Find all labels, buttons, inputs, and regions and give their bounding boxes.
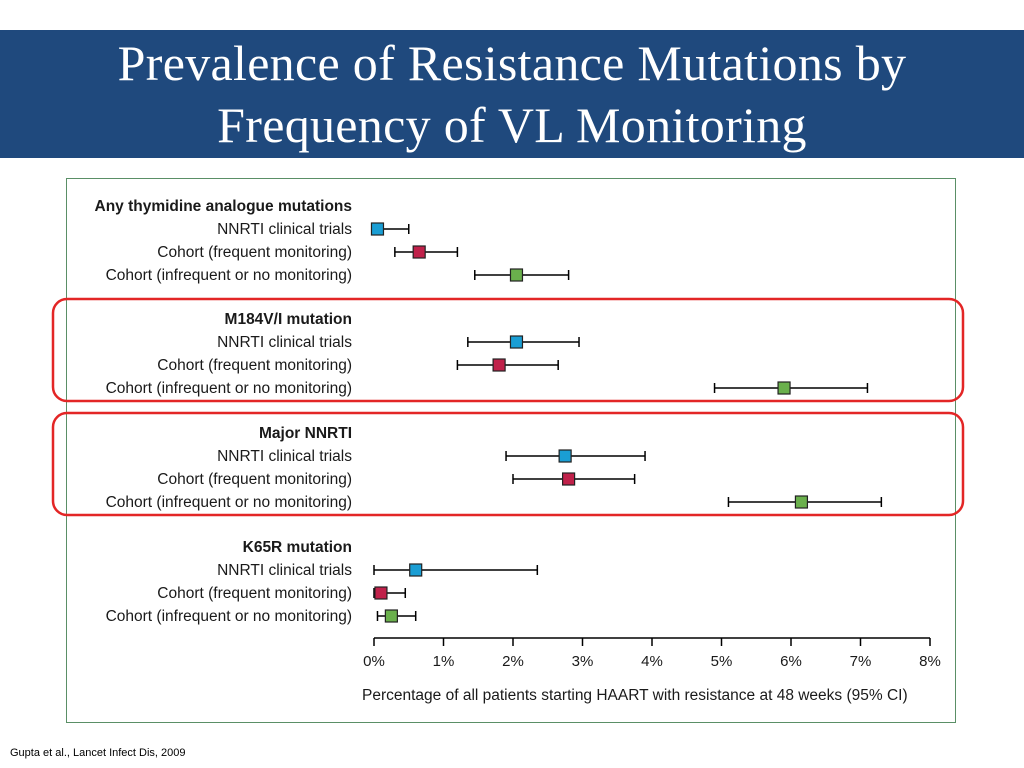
- x-tick-label: 3%: [572, 653, 594, 670]
- highlight-box: [51, 411, 965, 517]
- point-estimate-marker: [412, 245, 426, 259]
- row-label: NNRTI clinical trials: [217, 221, 352, 238]
- point-estimate-marker: [492, 358, 506, 372]
- group-label: Major NNRTI: [259, 425, 352, 442]
- highlight-box: [51, 297, 965, 403]
- x-axis-label: Percentage of all patients starting HAAR…: [362, 687, 908, 704]
- point-estimate-marker: [374, 586, 388, 600]
- row-label: NNRTI clinical trials: [217, 562, 352, 579]
- citation: Gupta et al., Lancet Infect Dis, 2009: [10, 747, 186, 759]
- x-tick-label: 5%: [711, 653, 733, 670]
- slide-title: Prevalence of Resistance Mutations by Fr…: [0, 30, 1024, 158]
- row-label: Cohort (frequent monitoring): [157, 585, 352, 602]
- row-label: NNRTI clinical trials: [217, 334, 352, 351]
- row-label: Cohort (infrequent or no monitoring): [106, 267, 352, 284]
- row-label: Cohort (infrequent or no monitoring): [106, 608, 352, 625]
- row-label: Cohort (infrequent or no monitoring): [106, 494, 352, 511]
- point-estimate-marker: [409, 563, 423, 577]
- group-label: M184V/I mutation: [225, 311, 352, 328]
- x-tick-label: 0%: [363, 653, 385, 670]
- x-tick-label: 6%: [780, 653, 802, 670]
- x-tick-label: 2%: [502, 653, 524, 670]
- point-estimate-marker: [384, 609, 398, 623]
- row-label: Cohort (frequent monitoring): [157, 244, 352, 261]
- point-estimate-marker: [370, 222, 385, 236]
- group-label: Any thymidine analogue mutations: [95, 198, 353, 215]
- point-estimate-marker: [794, 495, 809, 509]
- row-label: Cohort (frequent monitoring): [157, 471, 352, 488]
- x-tick-label: 1%: [433, 653, 455, 670]
- row-label: Cohort (infrequent or no monitoring): [106, 380, 352, 397]
- x-tick-label: 4%: [641, 653, 663, 670]
- slide-title-line-1: Prevalence of Resistance Mutations by: [117, 35, 907, 91]
- point-estimate-marker: [561, 472, 576, 486]
- x-tick-label: 7%: [850, 653, 872, 670]
- group-label: K65R mutation: [243, 539, 352, 556]
- x-tick-label: 8%: [919, 653, 941, 670]
- point-estimate-marker: [509, 335, 524, 349]
- slide-title-line-2: Frequency of VL Monitoring: [217, 97, 807, 153]
- point-estimate-marker: [777, 381, 791, 395]
- point-estimate-marker: [558, 449, 572, 463]
- row-label: NNRTI clinical trials: [217, 448, 352, 465]
- point-estimate-marker: [509, 268, 524, 282]
- title-banner: [0, 30, 1024, 158]
- row-label: Cohort (frequent monitoring): [157, 357, 352, 374]
